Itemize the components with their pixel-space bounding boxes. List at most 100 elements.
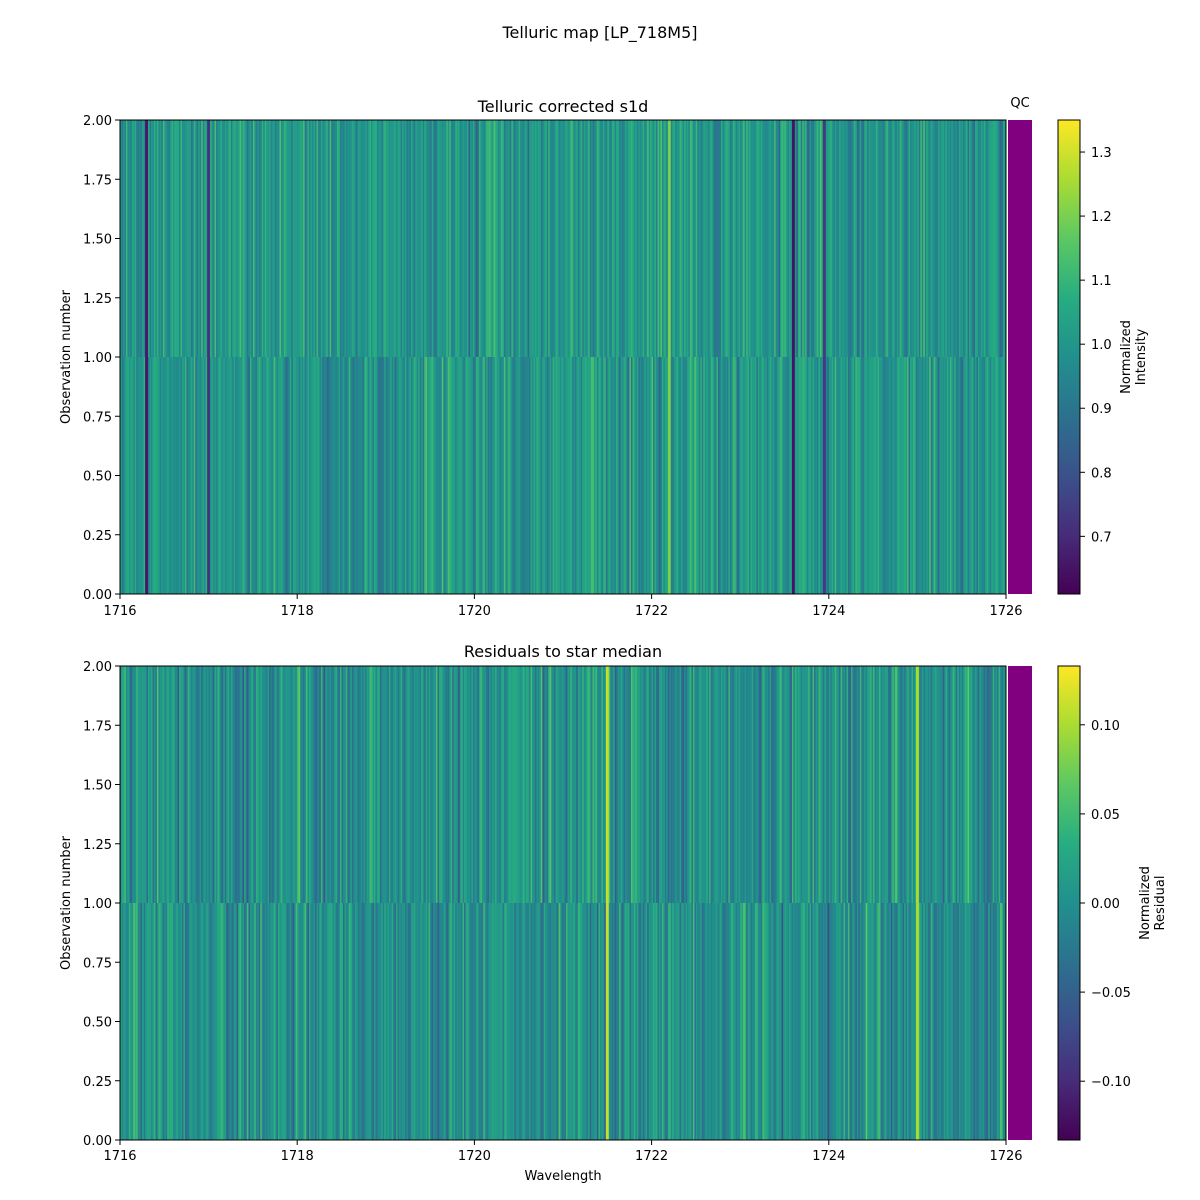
heatmap-cell [633, 903, 636, 1140]
heatmap-cell [722, 120, 725, 357]
heatmap-cell [276, 120, 279, 357]
heatmap-cell [179, 666, 181, 903]
heatmap-cell [542, 666, 545, 903]
heatmap-cell [896, 357, 899, 594]
heatmap-cell [359, 120, 362, 357]
heatmap-cell [241, 903, 243, 1140]
heatmap-cell [375, 357, 378, 594]
heatmap-cell [607, 357, 610, 594]
heatmap-cell [207, 903, 209, 1140]
heatmap-cell [508, 666, 511, 903]
heatmap-cell [949, 120, 952, 357]
heatmap-cell [244, 120, 246, 357]
heatmap-cell [895, 666, 898, 903]
heatmap-cell [935, 120, 937, 357]
figure-title: Telluric map [LP_718M5] [501, 23, 697, 43]
heatmap-cell [732, 357, 735, 594]
heatmap-cell [298, 357, 301, 594]
heatmap-cell [679, 666, 682, 903]
heatmap-cell [427, 903, 430, 1140]
heatmap-cell [416, 903, 419, 1140]
heatmap-cell [791, 666, 794, 903]
heatmap-cell [210, 903, 212, 1140]
heatmap-cell [592, 357, 595, 594]
heatmap-cell [819, 666, 822, 903]
heatmap-cell [215, 903, 218, 1140]
heatmap-cell [923, 357, 926, 594]
heatmap-cell [695, 357, 698, 594]
heatmap-cell [419, 666, 422, 903]
heatmap-cell [357, 666, 360, 903]
heatmap-cell [979, 903, 982, 1140]
heatmap-cell [691, 666, 694, 903]
heatmap-cell [288, 666, 291, 903]
heatmap-cell [951, 666, 954, 903]
heatmap-cell [273, 357, 276, 594]
heatmap-cell [236, 120, 239, 357]
heatmap-cell [843, 120, 846, 357]
heatmap-cell [830, 120, 833, 357]
heatmap-cell [605, 357, 608, 594]
heatmap-cell [527, 120, 530, 357]
heatmap-cell [325, 120, 328, 357]
heatmap-cell [774, 357, 777, 594]
heatmap-cell [353, 120, 356, 357]
heatmap-cell [806, 903, 809, 1140]
heatmap-cell [825, 666, 828, 903]
heatmap-cell [645, 120, 648, 357]
heatmap-cell [580, 666, 583, 903]
heatmap-cell [512, 666, 515, 903]
heatmap-cell [467, 666, 469, 903]
heatmap-cell [196, 357, 199, 594]
heatmap-cell [816, 357, 819, 594]
heatmap-cell [585, 666, 588, 903]
panel2-y-tick-labels: 0.00 0.25 0.50 0.75 1.00 1.25 1.50 1.75 … [83, 660, 112, 1149]
heatmap-cell [811, 120, 813, 357]
heatmap-cell [340, 666, 342, 903]
heatmap-cell [577, 357, 580, 594]
heatmap-cell [816, 903, 819, 1140]
heatmap-cell [661, 120, 664, 357]
heatmap-cell [372, 357, 375, 594]
heatmap-cell [357, 120, 360, 357]
heatmap-cell [387, 903, 390, 1140]
heatmap-cell [596, 120, 599, 357]
heatmap-cell [288, 357, 291, 594]
heatmap-cell [610, 903, 613, 1140]
heatmap-cell [323, 666, 326, 903]
heatmap-cell [394, 903, 397, 1140]
heatmap-cell [843, 357, 846, 594]
heatmap-cell [852, 903, 855, 1140]
heatmap-cell [167, 666, 170, 903]
heatmap-cell [877, 666, 880, 903]
heatmap-cell [880, 357, 883, 594]
panel2-ytick-label: 0.50 [83, 1016, 112, 1031]
heatmap-cell [179, 903, 181, 1140]
heatmap-cell [898, 120, 901, 357]
heatmap-cell [653, 120, 655, 357]
heatmap-cell [641, 903, 644, 1140]
heatmap-cell [985, 666, 988, 903]
heatmap-cell [252, 357, 255, 594]
heatmap-cell [242, 357, 245, 594]
heatmap-cell [689, 903, 692, 1140]
heatmap-cell [369, 666, 372, 903]
heatmap-cell [443, 666, 446, 903]
heatmap-cell [481, 357, 484, 594]
heatmap-cell [292, 357, 295, 594]
heatmap-cell [793, 120, 796, 357]
panel2-ytick-label: 1.75 [83, 719, 112, 734]
heatmap-cell [787, 120, 790, 357]
heatmap-cell [558, 120, 561, 357]
heatmap-cell [471, 903, 474, 1140]
heatmap-cell [503, 903, 506, 1140]
heatmap-cell [543, 357, 546, 594]
heatmap-cell [317, 903, 320, 1140]
heatmap-cell [530, 120, 533, 357]
heatmap-cell [303, 357, 305, 594]
heatmap-cell [986, 120, 989, 357]
heatmap-cell [594, 903, 596, 1140]
heatmap-cell [738, 120, 741, 357]
heatmap-cell [283, 666, 286, 903]
heatmap-cell [756, 357, 759, 594]
